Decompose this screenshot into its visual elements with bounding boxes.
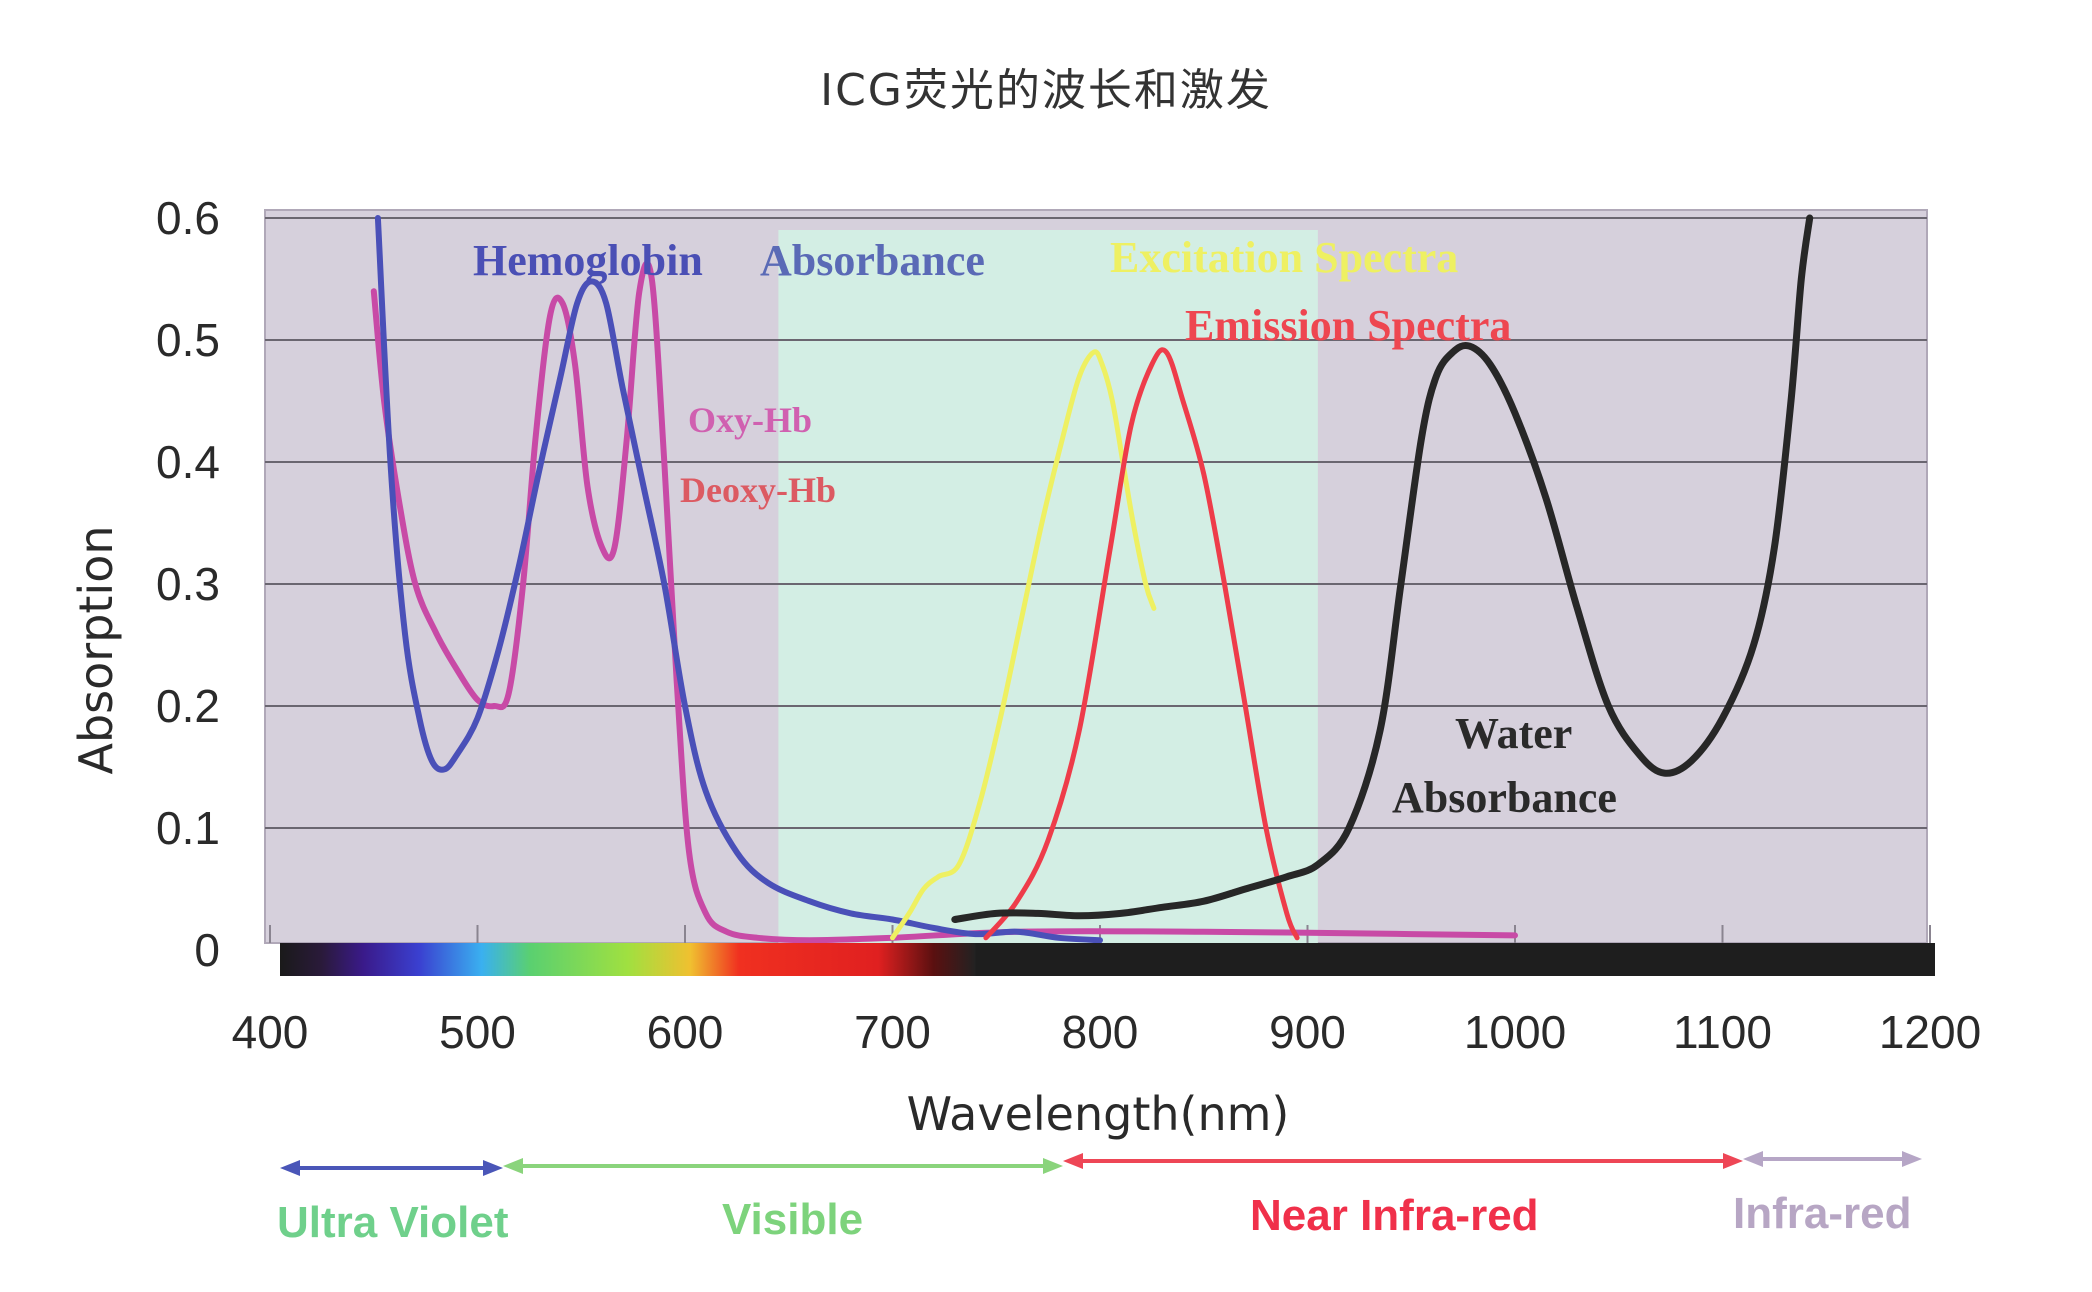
x-tick-label: 1000 — [1464, 1006, 1566, 1058]
y-tick-label: 0.4 — [156, 436, 220, 488]
gridlines — [265, 217, 1927, 829]
series-line-water-absorbance — [951, 214, 1814, 923]
highlight-band — [778, 230, 1318, 943]
x-tick-label: 1200 — [1879, 1006, 1981, 1058]
region-arrowhead-visible-right — [1043, 1158, 1063, 1174]
annotation-oxy-hb: Oxy-Hb — [688, 400, 812, 440]
y-tick-label: 0.3 — [156, 558, 220, 610]
chart-title: ICG荧光的波长和激发 — [820, 65, 1272, 116]
region-arrowhead-infra-red-right — [1902, 1151, 1922, 1167]
x-tick-label: 400 — [232, 1006, 309, 1058]
annotation-emission-spectra: Emission Spectra — [1185, 301, 1511, 350]
region-near-infra-red: Near Infra-red — [1063, 1153, 1743, 1240]
region-label-near-infra-red: Near Infra-red — [1250, 1191, 1539, 1240]
y-axis-label: Absorption — [69, 525, 123, 774]
annotation-hemoglobin-absorbance: Absorbance — [760, 236, 985, 285]
y-tick-label: 0.1 — [156, 802, 220, 854]
x-tick-label: 900 — [1269, 1006, 1346, 1058]
x-tick-label: 1100 — [1673, 1006, 1772, 1058]
x-tick-label: 700 — [854, 1006, 931, 1058]
region-infra-red: Infra-red — [1733, 1151, 1922, 1238]
y-tick-label: 0.2 — [156, 680, 220, 732]
region-label-visible: Visible — [722, 1195, 863, 1244]
region-arrowhead-ultra-violet-left — [280, 1160, 300, 1176]
region-arrowhead-near-infra-red-right — [1723, 1153, 1743, 1169]
region-visible: Visible — [503, 1158, 1063, 1244]
series-line-deoxy-hb — [374, 215, 1103, 943]
x-axis: 400 500 600 700 800 900 1000 1100 1200 — [232, 925, 1981, 1058]
region-label-infra-red: Infra-red — [1733, 1189, 1911, 1238]
annotation-water-absorbance: Absorbance — [1392, 773, 1617, 822]
annotation-hemoglobin: Hemoglobin — [473, 236, 703, 285]
y-axis: 0 0.1 0.2 0.3 0.4 0.5 0.6 — [156, 192, 220, 976]
annotation-deoxy-hb: Deoxy-Hb — [680, 470, 836, 510]
region-label-ultra-violet: Ultra Violet — [277, 1198, 509, 1247]
region-arrowhead-visible-left — [503, 1158, 523, 1174]
y-tick-label: 0.5 — [156, 314, 220, 366]
region-ultra-violet: Ultra Violet — [277, 1160, 509, 1247]
y-tick-label: 0.6 — [156, 192, 220, 244]
region-arrowhead-ultra-violet-right — [483, 1160, 503, 1176]
y-tick-label: 0 — [194, 924, 220, 976]
x-tick-label: 800 — [1062, 1006, 1139, 1058]
x-tick-label: 600 — [647, 1006, 724, 1058]
region-arrowhead-near-infra-red-left — [1063, 1153, 1083, 1169]
region-arrowhead-infra-red-left — [1743, 1151, 1763, 1167]
x-axis-label: Wavelength(nm) — [907, 1087, 1290, 1141]
series-line-emission-spectra — [983, 347, 1300, 941]
annotation-excitation-spectra: Excitation Spectra — [1110, 233, 1458, 282]
spectrum-bar-colors — [280, 943, 976, 976]
x-tick-label: 500 — [439, 1006, 516, 1058]
annotation-water: Water — [1455, 709, 1572, 758]
series-layer — [370, 214, 1814, 943]
series-line-oxy-hb — [370, 260, 1518, 943]
